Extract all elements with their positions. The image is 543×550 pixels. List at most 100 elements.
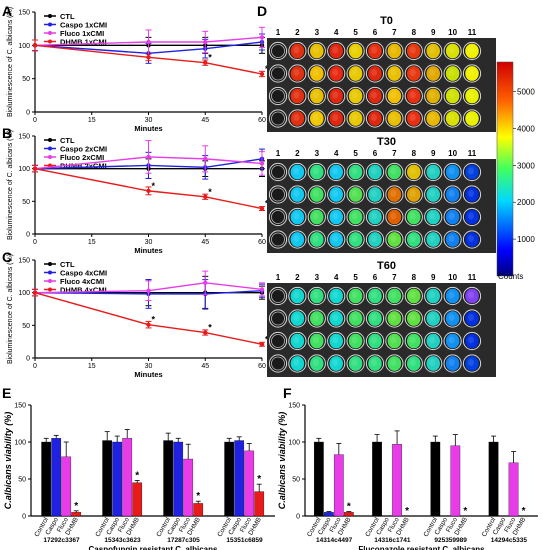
- bar: [343, 512, 354, 517]
- bar: [254, 491, 265, 517]
- well-highlight: [448, 359, 455, 366]
- y-tick-label: 50: [22, 76, 30, 83]
- data-point: [146, 288, 151, 293]
- bar: [430, 441, 441, 517]
- legend-label: DHMB 2xCMI: [60, 162, 107, 171]
- legend-label: Caspo 2xCMI: [60, 145, 107, 154]
- y-tick-label: 50: [22, 323, 30, 330]
- well-signal: [348, 66, 363, 81]
- legend-marker: [48, 262, 52, 266]
- well-highlight: [312, 91, 319, 99]
- well-highlight: [429, 291, 436, 299]
- well-signal: [465, 288, 479, 304]
- data-point: [259, 342, 265, 347]
- legend-marker: [48, 146, 52, 151]
- well-signal: [426, 164, 441, 180]
- column-label: 4: [334, 273, 339, 282]
- well-signal: [329, 187, 344, 202]
- well-signal: [407, 232, 421, 247]
- well-highlight: [371, 91, 377, 99]
- well-highlight: [468, 69, 474, 76]
- well-signal: [348, 164, 363, 180]
- well-highlight: [351, 46, 358, 54]
- significance-star: *: [347, 502, 351, 513]
- column-label: 7: [392, 273, 397, 282]
- legend-label: CTL: [60, 260, 75, 269]
- well-highlight: [409, 212, 416, 220]
- column-label: 3: [315, 273, 320, 282]
- y-tick-label: 100: [288, 440, 300, 447]
- well-signal: [465, 209, 479, 225]
- well-signal: [426, 43, 441, 59]
- x-tick-label: 30: [145, 363, 153, 370]
- bar: [71, 512, 82, 517]
- well-highlight: [409, 69, 416, 76]
- well-signal: [465, 356, 479, 371]
- well-highlight: [351, 291, 358, 299]
- data-point: [259, 287, 265, 292]
- legend-marker: [48, 138, 52, 142]
- well-signal: [407, 43, 421, 59]
- empty-well-ring: [271, 356, 285, 371]
- well-signal: [387, 164, 402, 180]
- well-highlight: [371, 46, 377, 54]
- well-signal: [387, 187, 402, 202]
- well-highlight: [390, 314, 397, 321]
- plate-well: [268, 185, 288, 204]
- well-highlight: [371, 291, 377, 299]
- column-label: 10: [448, 149, 457, 158]
- well-highlight: [332, 314, 339, 321]
- well-signal: [348, 288, 363, 304]
- colorbar-label: Counts: [498, 272, 523, 281]
- well-highlight: [429, 336, 436, 344]
- x-axis-label: Minutes: [134, 124, 162, 133]
- well-highlight: [351, 212, 358, 220]
- panel-letter-f: F: [283, 385, 292, 401]
- well-highlight: [351, 235, 358, 242]
- well-signal: [387, 88, 402, 104]
- legend-label: CTL: [60, 136, 75, 145]
- well-signal: [407, 333, 421, 349]
- colorbar-tick-label: 5000: [517, 88, 535, 97]
- well-signal: [465, 111, 479, 126]
- y-tick-label: 150: [18, 134, 30, 141]
- well-highlight: [390, 69, 397, 76]
- empty-well-ring: [271, 232, 285, 247]
- bar: [132, 482, 143, 517]
- well-signal: [387, 333, 402, 349]
- well-signal: [310, 333, 324, 349]
- empty-well-ring: [271, 89, 285, 103]
- well-highlight: [429, 69, 436, 76]
- well-signal: [407, 164, 421, 180]
- colorbar-tick-label: 4000: [517, 124, 535, 133]
- well-signal: [329, 356, 344, 371]
- well-highlight: [390, 46, 397, 54]
- well-highlight: [409, 291, 416, 299]
- bar: [244, 450, 255, 517]
- empty-well-ring: [271, 334, 285, 348]
- well-highlight: [468, 190, 474, 197]
- well-signal: [407, 111, 421, 126]
- column-label: 5: [353, 149, 358, 158]
- significance-star: *: [74, 501, 78, 512]
- well-signal: [407, 311, 421, 326]
- colorbar-tick-label: 1000: [517, 235, 535, 244]
- legend-label: Fluco 2xCMI: [60, 153, 104, 162]
- plate-title: T30: [377, 136, 396, 148]
- well-signal: [368, 333, 382, 349]
- well-signal: [465, 164, 479, 180]
- well-highlight: [371, 235, 377, 242]
- series-line: [34, 41, 263, 55]
- well-signal: [407, 209, 421, 225]
- group-label: 15343c3623: [104, 537, 141, 544]
- well-highlight: [468, 291, 474, 299]
- column-label: 6: [373, 149, 378, 158]
- column-label: 11: [468, 28, 477, 37]
- well-signal: [426, 311, 441, 326]
- plate-well: [268, 354, 288, 373]
- x-tick-label: 60: [258, 239, 266, 246]
- column-label: 9: [431, 28, 436, 37]
- well-highlight: [312, 291, 319, 299]
- well-highlight: [312, 46, 319, 54]
- y-tick-label: 0: [26, 232, 30, 239]
